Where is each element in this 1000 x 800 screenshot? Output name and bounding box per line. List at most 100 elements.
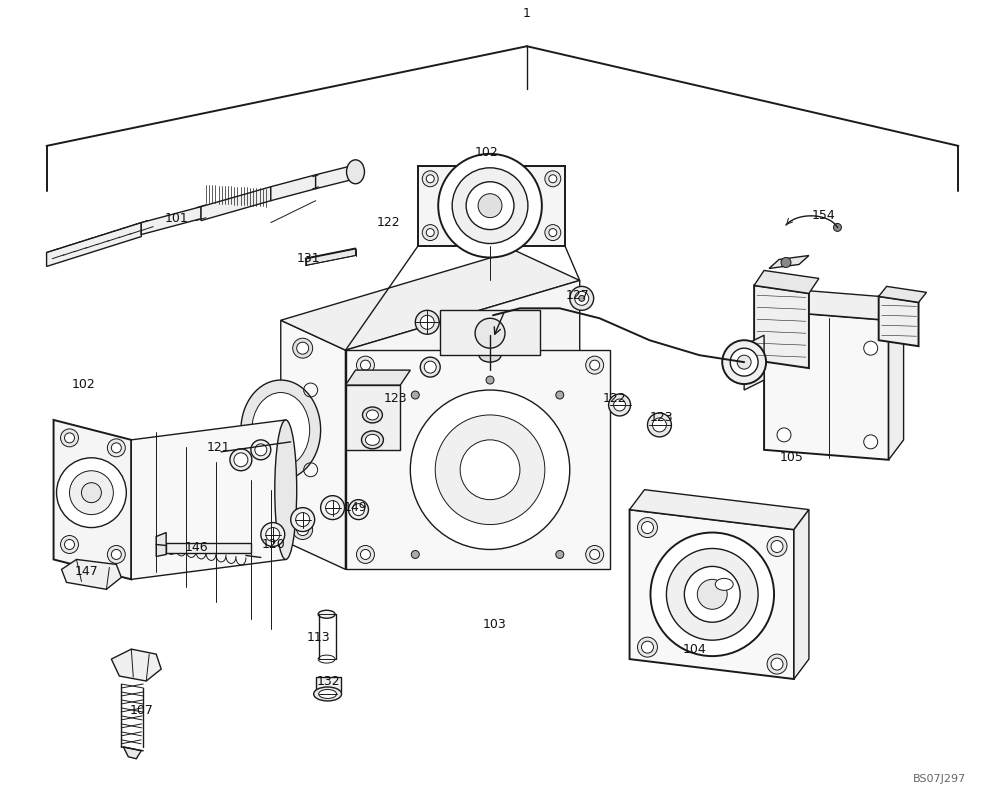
Text: 120: 120 (262, 538, 286, 551)
Circle shape (482, 322, 498, 338)
Circle shape (293, 519, 313, 539)
Circle shape (107, 439, 125, 457)
Polygon shape (271, 174, 316, 201)
Circle shape (652, 418, 666, 432)
Text: 104: 104 (682, 642, 706, 656)
Polygon shape (54, 420, 131, 579)
Circle shape (777, 428, 791, 442)
Circle shape (415, 310, 439, 334)
Circle shape (570, 286, 594, 310)
Polygon shape (316, 165, 356, 189)
Text: 122: 122 (603, 391, 626, 405)
Circle shape (642, 522, 653, 534)
Polygon shape (281, 320, 346, 570)
Polygon shape (131, 420, 286, 579)
Polygon shape (281, 250, 580, 350)
Text: 127: 127 (566, 289, 590, 302)
Circle shape (321, 496, 345, 519)
Text: 107: 107 (129, 705, 153, 718)
Ellipse shape (362, 407, 382, 423)
Circle shape (326, 501, 340, 514)
Ellipse shape (275, 420, 297, 559)
Text: 122: 122 (377, 216, 400, 229)
Circle shape (466, 182, 514, 230)
Circle shape (261, 522, 285, 546)
Circle shape (833, 223, 841, 231)
Circle shape (234, 453, 248, 466)
Polygon shape (889, 298, 904, 460)
Polygon shape (418, 166, 565, 246)
Circle shape (590, 550, 600, 559)
Circle shape (452, 168, 528, 243)
Circle shape (296, 513, 310, 526)
Polygon shape (346, 370, 410, 385)
Bar (316, 677, 341, 692)
Circle shape (297, 342, 309, 354)
Circle shape (411, 550, 419, 558)
Circle shape (360, 360, 370, 370)
Circle shape (230, 449, 252, 470)
Circle shape (356, 356, 374, 374)
Text: 154: 154 (812, 209, 836, 222)
Circle shape (586, 356, 604, 374)
Circle shape (579, 295, 585, 302)
Circle shape (650, 533, 774, 656)
Circle shape (545, 225, 561, 241)
Circle shape (420, 315, 434, 330)
Circle shape (424, 361, 436, 373)
Polygon shape (764, 310, 889, 460)
Circle shape (291, 508, 315, 531)
Polygon shape (346, 385, 400, 450)
Text: 132: 132 (317, 674, 340, 687)
Circle shape (255, 444, 267, 456)
Circle shape (356, 546, 374, 563)
Circle shape (57, 458, 126, 527)
Circle shape (353, 504, 364, 515)
Circle shape (65, 433, 74, 443)
Polygon shape (306, 249, 356, 266)
Ellipse shape (318, 610, 335, 618)
Text: 146: 146 (184, 541, 208, 554)
Bar (440, 310, 540, 355)
Polygon shape (754, 286, 809, 368)
Circle shape (111, 550, 121, 559)
Circle shape (349, 500, 368, 519)
Circle shape (556, 391, 564, 399)
Circle shape (609, 394, 631, 416)
Polygon shape (47, 222, 141, 266)
Circle shape (642, 641, 653, 653)
Text: 103: 103 (483, 618, 507, 630)
Circle shape (475, 318, 505, 348)
Text: 123: 123 (384, 391, 407, 405)
Circle shape (293, 338, 313, 358)
Ellipse shape (361, 431, 383, 449)
Polygon shape (156, 533, 166, 557)
Polygon shape (62, 559, 121, 590)
Circle shape (61, 535, 78, 554)
Polygon shape (111, 649, 161, 681)
Circle shape (438, 154, 542, 258)
Circle shape (111, 443, 121, 453)
Polygon shape (769, 255, 809, 269)
Circle shape (478, 194, 502, 218)
Text: 102: 102 (72, 378, 95, 390)
Polygon shape (123, 746, 141, 758)
Circle shape (586, 546, 604, 563)
Polygon shape (141, 206, 201, 234)
Ellipse shape (241, 380, 321, 480)
Ellipse shape (319, 690, 337, 698)
Circle shape (737, 355, 751, 369)
Text: 131: 131 (297, 252, 320, 265)
Ellipse shape (347, 160, 364, 184)
Ellipse shape (479, 348, 501, 362)
Circle shape (638, 518, 657, 538)
Circle shape (251, 440, 271, 460)
Circle shape (420, 357, 440, 377)
Circle shape (411, 391, 419, 399)
Circle shape (777, 334, 791, 347)
Circle shape (666, 549, 758, 640)
Text: 101: 101 (164, 212, 188, 225)
Polygon shape (754, 270, 819, 294)
Circle shape (722, 340, 766, 384)
Text: 123: 123 (650, 411, 673, 425)
